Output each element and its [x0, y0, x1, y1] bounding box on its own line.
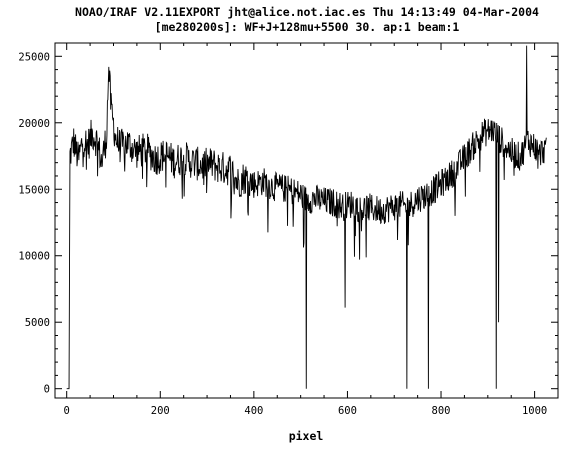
y-tick-label: 0 [44, 384, 50, 396]
plot-title: NOAO/IRAF V2.11EXPORT jht@alice.not.iac.… [75, 5, 539, 19]
x-tick-label: 800 [432, 405, 451, 417]
axis-ticks [55, 43, 558, 398]
y-tick-labels: 0 5000 10000 15000 20000 25000 [18, 51, 50, 395]
x-tick-label: 1000 [522, 405, 547, 417]
y-tick-label: 20000 [18, 118, 50, 130]
x-tick-labels: 0 200 400 600 800 1000 [64, 405, 548, 417]
y-tick-label: 5000 [25, 317, 50, 329]
x-axis-label: pixel [289, 429, 324, 443]
x-tick-label: 600 [338, 405, 357, 417]
spectrum-line-group [66, 45, 547, 390]
spectrum-line [66, 45, 547, 390]
y-tick-label: 10000 [18, 251, 50, 263]
y-tick-label: 15000 [18, 184, 50, 196]
y-tick-label: 25000 [18, 51, 50, 63]
x-tick-label: 200 [151, 405, 170, 417]
plot-frame [54, 42, 559, 399]
plot-subtitle: [me280200s]: WF+J+128mu+5500 30. ap:1 be… [155, 20, 460, 34]
x-tick-label: 0 [64, 405, 70, 417]
x-tick-label: 400 [244, 405, 263, 417]
